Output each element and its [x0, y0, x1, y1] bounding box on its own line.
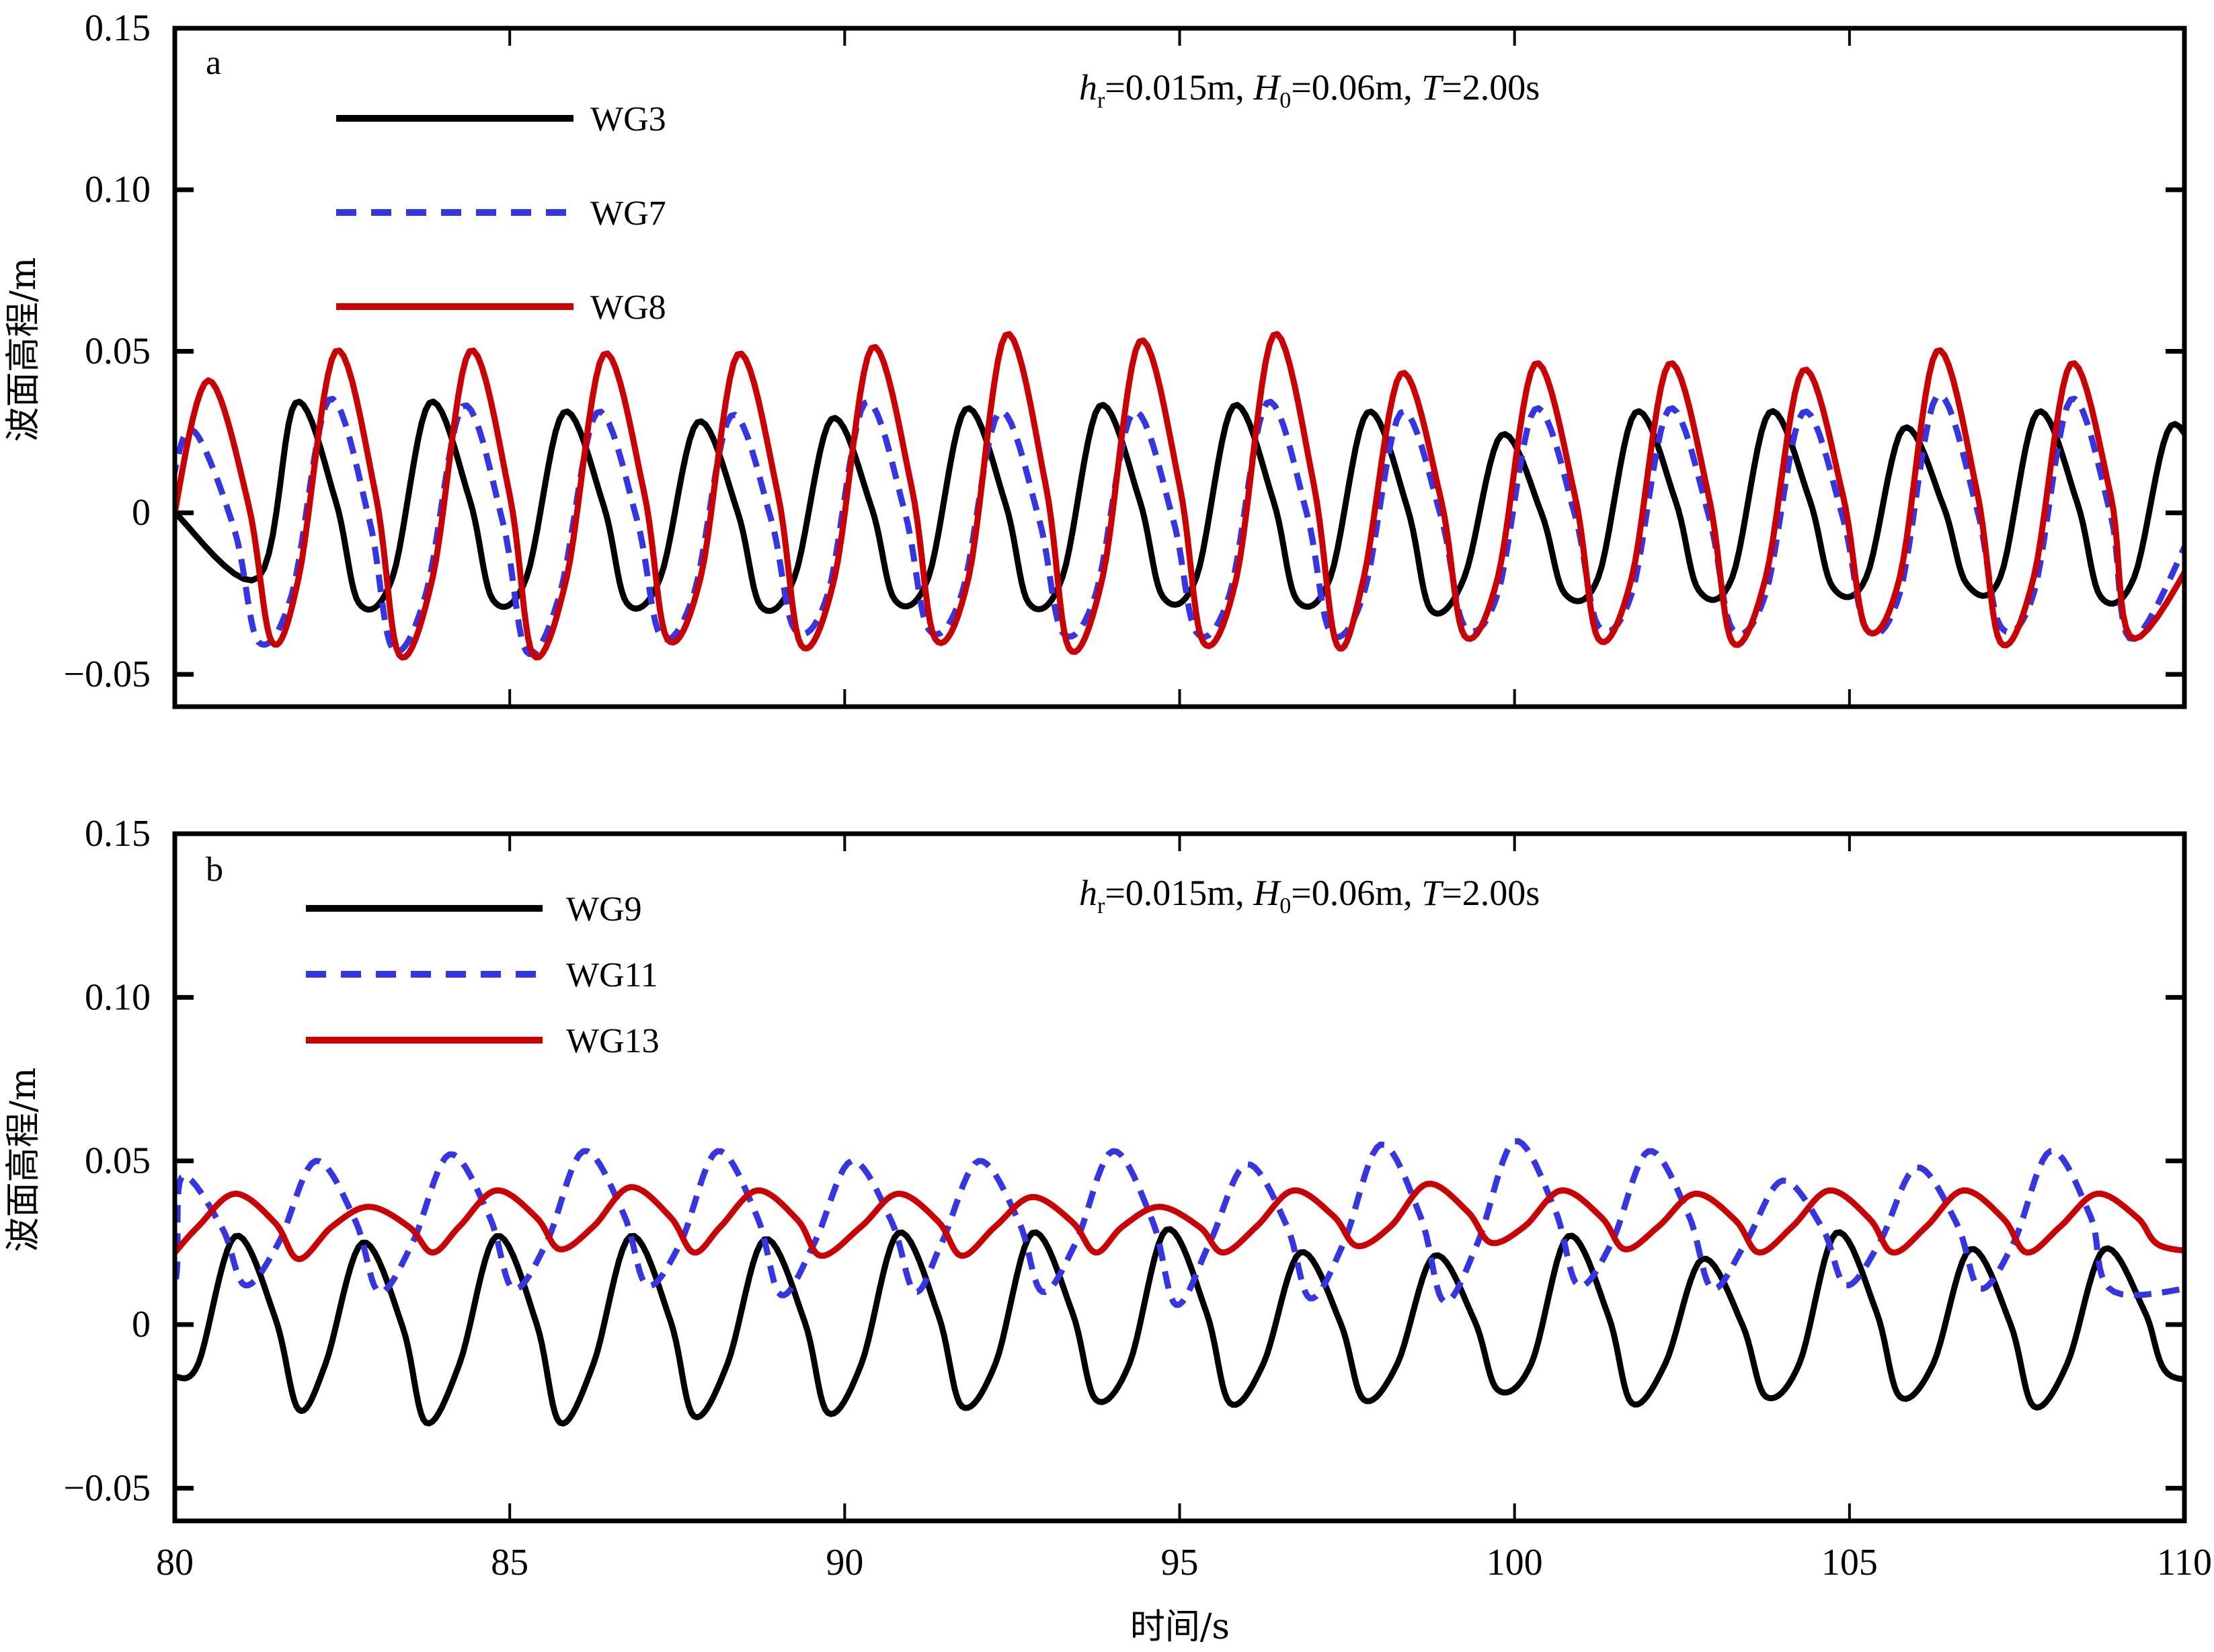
- y-tick-label: 0: [132, 492, 151, 534]
- series-line-wg9: [175, 1226, 2184, 1427]
- series-line-wg13: [175, 1181, 2184, 1263]
- legend: WG9 WG11 WG13: [306, 890, 660, 1060]
- x-tick-label: 105: [1821, 1542, 1878, 1583]
- annot-H-val: =0.06m,: [1291, 67, 1421, 108]
- series-line-wg7: [175, 392, 2184, 658]
- annot-H: H: [1253, 67, 1281, 108]
- panel-label: a: [206, 44, 221, 82]
- annot-h: h: [1079, 873, 1097, 913]
- y-tick-label: 0.15: [85, 813, 151, 855]
- series-line-wg11: [175, 1138, 2184, 1308]
- x-tick-label: 110: [2157, 1542, 2212, 1583]
- plot-area: [175, 1138, 2184, 1427]
- y-tick-label: 0.05: [85, 1140, 151, 1182]
- x-tick-label: 80: [156, 1542, 194, 1583]
- x-tick-label: 90: [826, 1542, 863, 1583]
- legend-label-wg13: WG13: [566, 1022, 660, 1060]
- legend-label-wg11: WG11: [566, 956, 658, 994]
- axes-frame: [172, 831, 2187, 1524]
- panel-a: −0.05 0 0.05 0.10 0.15 a WG3 WG7 WG8 hr=0.015m, H…: [63, 7, 2187, 709]
- y-axis-title-a: 波面高程/m: [3, 258, 44, 442]
- annot-H-val: =0.06m,: [1291, 873, 1421, 913]
- y-axis-title-b: 波面高程/m: [3, 1068, 44, 1253]
- y-tick-label: 0.10: [85, 976, 151, 1018]
- x-tick-label: 100: [1487, 1542, 1543, 1583]
- annot-T: T: [1421, 873, 1444, 913]
- legend: WG3 WG7 WG8: [336, 100, 666, 327]
- legend-label-wg3: WG3: [590, 100, 666, 139]
- annot-H: H: [1253, 873, 1281, 913]
- annot-h-sub: r: [1097, 88, 1105, 113]
- y-tick-label: 0.15: [85, 7, 151, 49]
- y-tick-label: 0.10: [85, 169, 151, 210]
- parameter-annotation: hr=0.015m, H0=0.06m, T=2.00s: [1079, 873, 1540, 918]
- x-tick-label: 85: [491, 1542, 528, 1583]
- y-tick-label: −0.05: [63, 654, 151, 695]
- series-line-wg8: [175, 331, 2184, 661]
- annot-H-sub: 0: [1279, 88, 1291, 113]
- y-tick-label: 0: [132, 1304, 151, 1345]
- y-tick-label: 0.05: [85, 330, 151, 372]
- plot-area: [175, 331, 2184, 661]
- legend-label-wg7: WG7: [590, 194, 666, 233]
- annot-h-val: =0.015m,: [1105, 67, 1253, 108]
- legend-label-wg8: WG8: [590, 288, 666, 327]
- legend-label-wg9: WG9: [566, 890, 642, 929]
- x-tick-label: 95: [1161, 1542, 1199, 1583]
- y-tick-label: −0.05: [63, 1467, 151, 1509]
- annot-h: h: [1079, 67, 1097, 108]
- annot-T-val: =2.00s: [1441, 67, 1540, 108]
- annot-h-sub: r: [1097, 894, 1105, 918]
- x-axis-title: 时间/s: [1130, 1607, 1230, 1647]
- parameter-annotation: hr=0.015m, H0=0.06m, T=2.00s: [1079, 67, 1540, 113]
- annot-H-sub: 0: [1279, 894, 1291, 918]
- annot-T: T: [1421, 67, 1444, 108]
- annot-h-val: =0.015m,: [1105, 873, 1253, 913]
- panel-label: b: [206, 851, 223, 889]
- annot-T-val: =2.00s: [1441, 873, 1540, 913]
